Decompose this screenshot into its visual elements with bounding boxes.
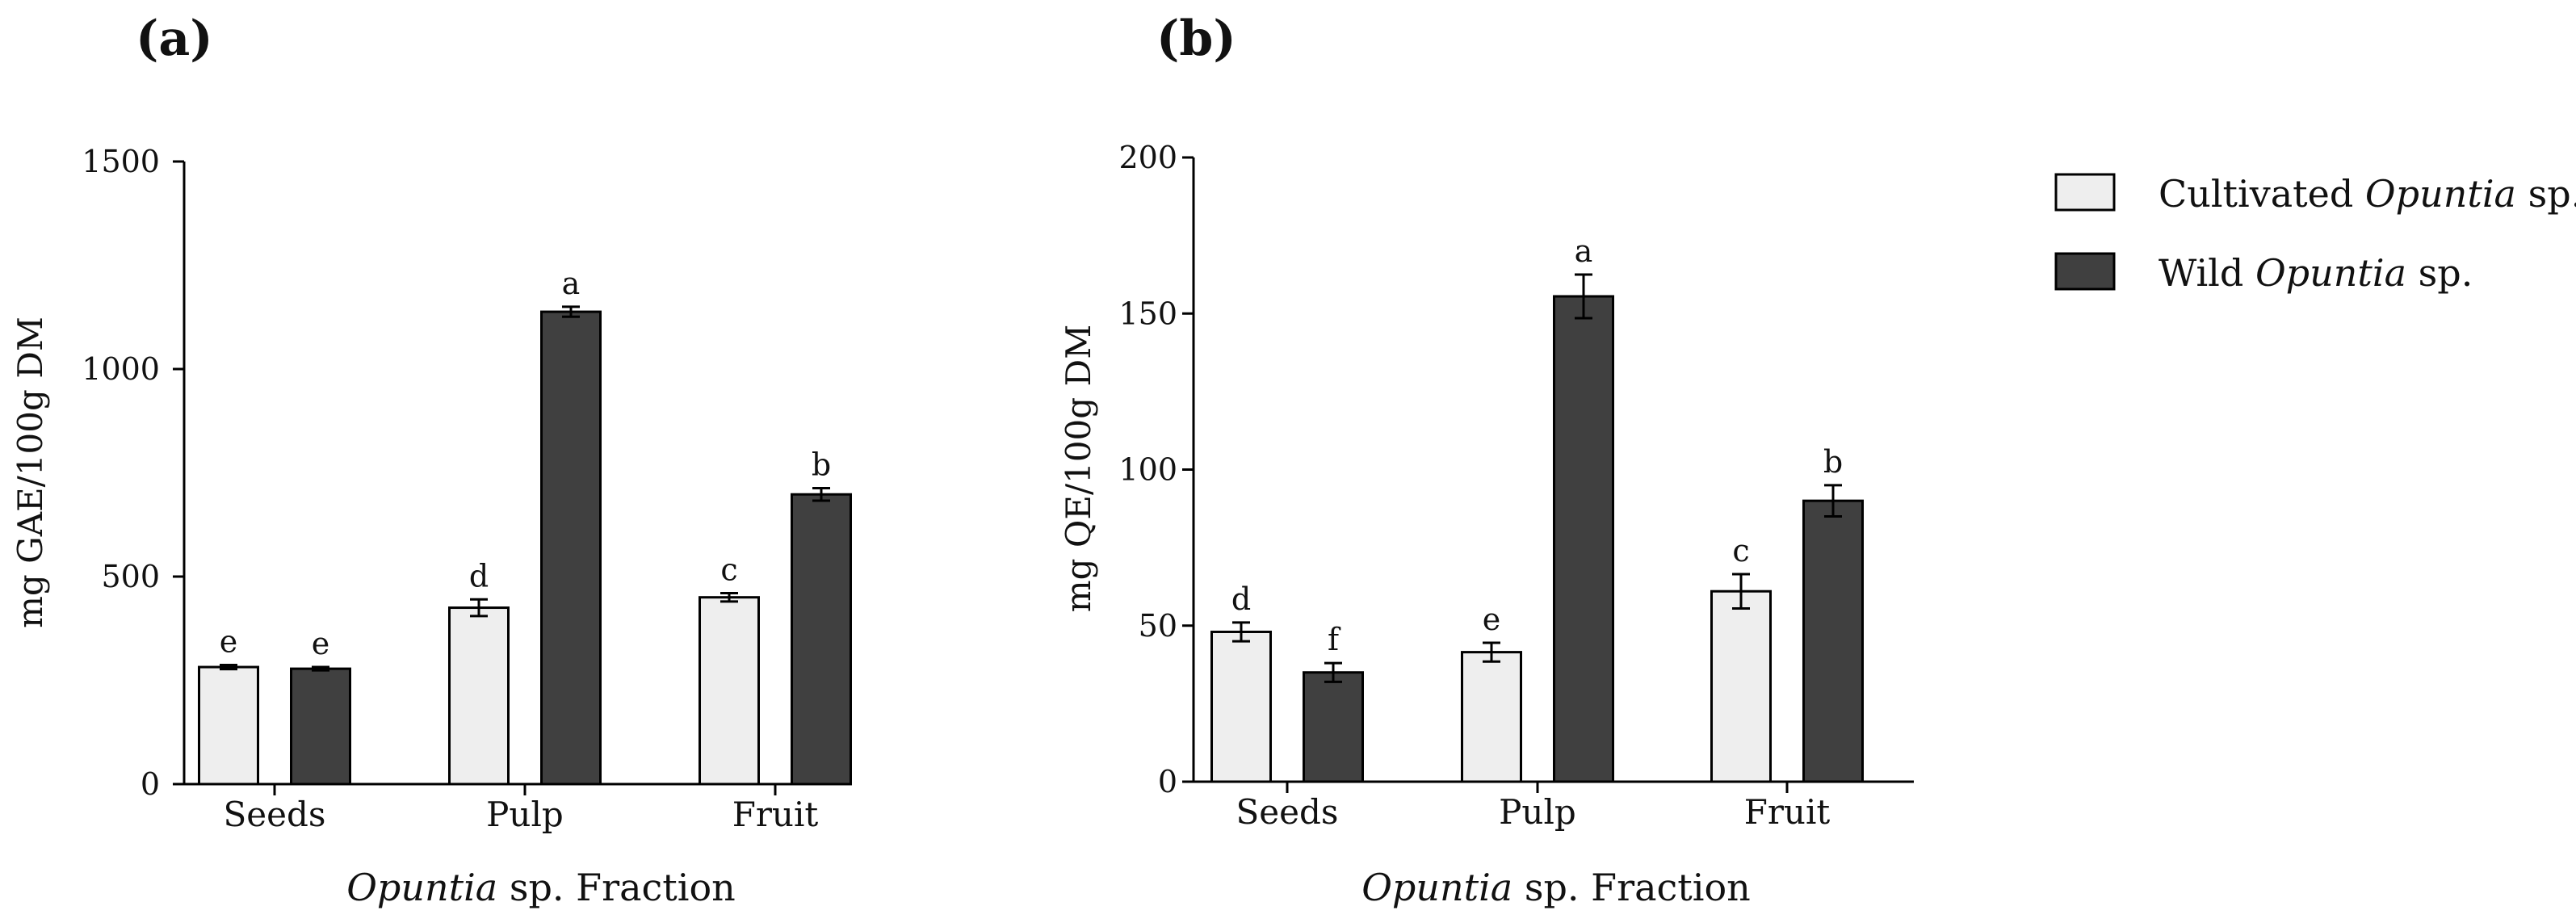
- bar-b-cultivated-fruit: [1710, 589, 1772, 783]
- error-bar-a-cultivated-seeds: [220, 663, 237, 671]
- error-bar-a-wild-seeds: [312, 665, 329, 672]
- bar-a-cultivated-seeds: [198, 665, 259, 786]
- x-tick-label-b-fruit: Fruit: [1744, 792, 1831, 832]
- error-bar-b-cultivated-pulp: [1483, 641, 1500, 663]
- significance-letter-a-wild-seeds: e: [312, 626, 330, 661]
- x-axis-title-a-italic: Opuntia: [346, 866, 497, 909]
- chart-panel-b: (b) mg QE/100g DM Opuntia sp. Fraction 0…: [1059, 10, 1914, 909]
- legend-swatch-cultivated: [2054, 173, 2116, 212]
- y-tick-label-b-200: 200: [1118, 140, 1177, 175]
- y-tick-label-a-500: 500: [101, 559, 160, 594]
- significance-letter-b-wild-pulp: a: [1575, 233, 1593, 269]
- bar-b-wild-pulp: [1553, 295, 1614, 783]
- legend: Cultivated Opuntia sp. Wild Opuntia sp.: [2054, 172, 2576, 295]
- significance-letter-b-wild-seeds: f: [1328, 622, 1341, 657]
- x-axis-title-a-rest: sp. Fraction: [497, 866, 736, 909]
- significance-letter-a-cultivated-seeds: e: [220, 623, 238, 659]
- x-axis-title-a: Opuntia sp. Fraction: [346, 866, 736, 909]
- x-tick-label-a-fruit: Fruit: [732, 795, 819, 834]
- y-tick-label-b-100: 100: [1118, 452, 1177, 488]
- x-tick-label-b-seeds: Seeds: [1236, 792, 1339, 832]
- significance-letter-a-wild-fruit: b: [812, 447, 831, 483]
- y-tick-label-a-1000: 1000: [82, 351, 160, 387]
- significance-letter-b-wild-fruit: b: [1823, 444, 1843, 480]
- x-tick-label-a-pulp: Pulp: [486, 795, 564, 834]
- error-bar-b-wild-fruit: [1824, 484, 1842, 518]
- significance-letter-a-cultivated-pulp: d: [469, 558, 489, 594]
- significance-letter-b-cultivated-pulp: e: [1483, 602, 1501, 637]
- x-tick-label-b-pulp: Pulp: [1499, 792, 1576, 832]
- error-bar-b-wild-pulp: [1575, 273, 1592, 320]
- x-axis-title-b: Opuntia sp. Fraction: [1361, 866, 1751, 909]
- panel-label-b: (b): [1156, 10, 1236, 67]
- chart-panel-a: (a) mg GAE/100g DM Opuntia sp. Fraction …: [10, 10, 852, 909]
- legend-label-wild-suffix: sp.: [2406, 251, 2473, 295]
- bar-a-cultivated-pulp: [448, 606, 510, 786]
- panel-label-a: (a): [136, 10, 213, 67]
- error-bar-a-cultivated-pulp: [470, 598, 488, 618]
- bar-a-wild-pulp: [540, 310, 602, 786]
- significance-letter-a-cultivated-fruit: c: [720, 552, 737, 588]
- legend-label-wild-italic: Opuntia: [2255, 251, 2406, 295]
- legend-label-cultivated: Cultivated Opuntia sp.: [2159, 172, 2576, 216]
- x-axis-title-b-rest: sp. Fraction: [1512, 866, 1751, 909]
- significance-letter-b-cultivated-fruit: c: [1732, 533, 1749, 568]
- legend-label-cultivated-prefix: Cultivated: [2159, 172, 2365, 216]
- y-axis-title-a: mg GAE/100g DM: [10, 317, 50, 628]
- error-bar-b-cultivated-fruit: [1732, 573, 1750, 610]
- chart-marks-a: 0 500 1000 1500 Seeds Pulp Fruit e d c e a b: [82, 144, 852, 834]
- y-axis-title-b: mg QE/100g DM: [1059, 325, 1098, 612]
- bar-b-wild-seeds: [1303, 671, 1364, 783]
- bar-a-cultivated-fruit: [699, 596, 760, 786]
- bar-a-wild-fruit: [791, 493, 852, 786]
- error-bar-b-cultivated-seeds: [1232, 621, 1250, 643]
- legend-label-cultivated-italic: Opuntia: [2365, 172, 2516, 216]
- legend-label-wild: Wild Opuntia sp.: [2159, 251, 2473, 295]
- error-bar-a-cultivated-fruit: [720, 592, 738, 603]
- significance-letter-b-cultivated-seeds: d: [1231, 581, 1251, 617]
- bar-b-cultivated-pulp: [1461, 651, 1522, 783]
- bar-b-wild-fruit: [1802, 499, 1864, 783]
- significance-letter-a-wild-pulp: a: [562, 266, 581, 301]
- legend-swatch-wild: [2054, 252, 2116, 291]
- error-bar-a-wild-fruit: [812, 487, 830, 502]
- y-tick-label-a-0: 0: [141, 766, 160, 802]
- y-tick-label-b-50: 50: [1139, 608, 1177, 644]
- error-bar-a-wild-pulp: [562, 305, 580, 318]
- legend-label-wild-prefix: Wild: [2159, 251, 2255, 295]
- x-tick-label-a-seeds: Seeds: [224, 795, 326, 834]
- y-tick-label-b-150: 150: [1118, 296, 1177, 331]
- x-axis-title-b-italic: Opuntia: [1361, 866, 1512, 909]
- chart-marks-b: 0 50 100 150 200 Seeds Pulp Fruit d e c f a b: [1118, 140, 1914, 832]
- error-bar-b-wild-seeds: [1324, 661, 1342, 683]
- bar-a-wild-seeds: [290, 667, 351, 786]
- y-tick-label-b-0: 0: [1158, 764, 1177, 799]
- bar-b-cultivated-seeds: [1210, 630, 1272, 783]
- legend-label-cultivated-suffix: sp.: [2516, 172, 2576, 216]
- y-tick-label-a-1500: 1500: [82, 144, 160, 179]
